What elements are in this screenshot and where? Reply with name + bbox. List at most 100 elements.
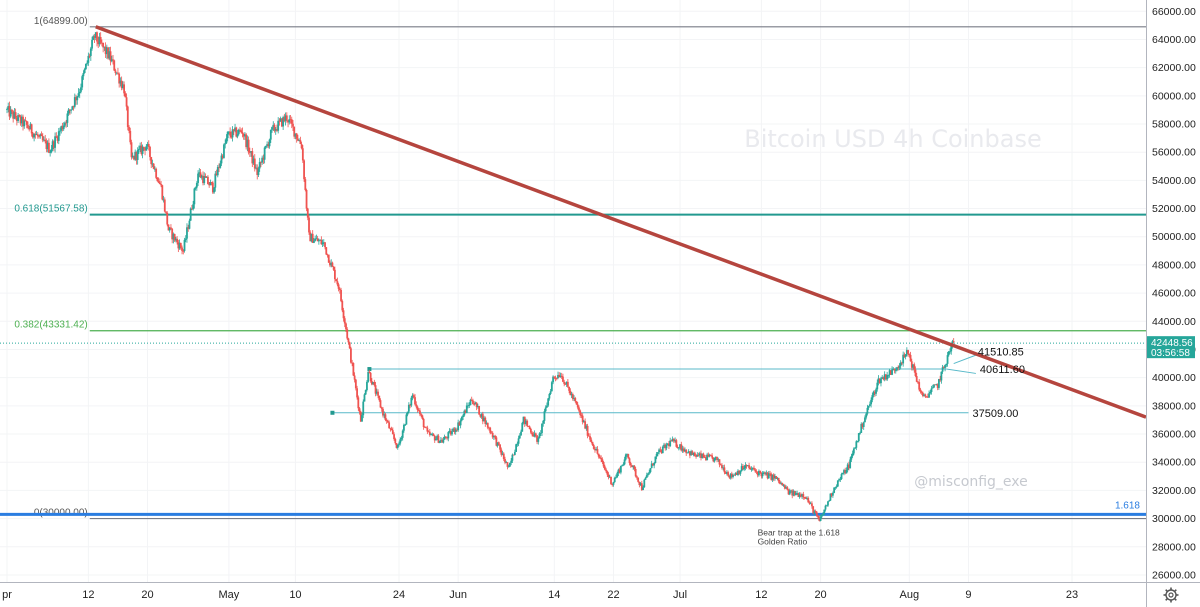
candle-body <box>891 369 893 375</box>
candle-body <box>888 370 891 375</box>
candle-body <box>436 435 439 439</box>
candle-body <box>203 176 206 184</box>
candle-body <box>680 444 683 451</box>
candle-body <box>950 345 953 352</box>
candle-body <box>267 144 270 147</box>
candle-body <box>173 233 176 241</box>
candle-body <box>258 162 261 169</box>
annotation-line-2: Golden Ratio <box>758 536 808 546</box>
candle-body <box>178 243 181 249</box>
price-axis[interactable]: 26000.00 28000.00 30000.00 32000.00 34000.00… <box>1146 0 1196 607</box>
candle-body <box>509 462 511 467</box>
y-tick-label: 38000.00 <box>1152 400 1196 412</box>
candle-body <box>253 158 256 169</box>
candle-body <box>750 468 753 470</box>
candle-body <box>643 479 646 488</box>
candle-body <box>579 410 582 416</box>
candle-body <box>631 465 633 468</box>
candle-body <box>765 472 768 475</box>
candle-body <box>633 465 636 469</box>
candle-body <box>622 464 625 466</box>
candle-body <box>126 106 129 128</box>
candle-body <box>735 472 738 475</box>
candle-body <box>777 477 780 482</box>
candle-body <box>936 384 939 388</box>
candle-body <box>420 414 423 416</box>
candle-body <box>444 436 447 438</box>
candle-body <box>814 511 817 513</box>
candle-body <box>644 477 647 480</box>
candle-body <box>613 477 616 483</box>
candle-body <box>43 139 45 141</box>
gear-icon[interactable] <box>1163 587 1179 603</box>
time-axis[interactable]: pr 12 20 May 10 24 Jun 14 22 Jul 12 20 Aug 9 23 <box>0 582 1200 602</box>
candle-body <box>405 414 408 425</box>
candle-body <box>760 473 763 477</box>
fib-level-label: 1(64899.00) <box>34 16 88 27</box>
candle-body <box>8 106 11 117</box>
candle-body <box>171 228 174 240</box>
candle-body <box>419 410 421 415</box>
candle-body <box>252 158 255 164</box>
candle-body <box>273 124 276 131</box>
candle-body <box>669 440 672 447</box>
candle-body <box>529 428 532 433</box>
candle-body <box>632 465 635 468</box>
candle-body <box>438 440 441 443</box>
candle-body <box>882 377 885 380</box>
candle-body <box>280 118 283 127</box>
candle-body <box>297 138 299 141</box>
candle-body <box>417 409 420 411</box>
candle-body <box>626 454 628 455</box>
candle-body <box>640 483 643 490</box>
candle-body <box>744 464 747 469</box>
candle-body <box>141 146 144 154</box>
candle-body <box>843 470 845 473</box>
candle-body <box>451 431 453 435</box>
candle-body <box>226 131 229 139</box>
candle-body <box>668 443 670 447</box>
candle-body <box>552 376 554 383</box>
candle-body <box>812 506 815 514</box>
candle-body <box>695 456 697 457</box>
candle-body <box>290 119 293 124</box>
candle-body <box>859 432 861 434</box>
candle-body <box>930 388 933 392</box>
candle-body <box>941 367 944 372</box>
candle-body <box>121 84 124 88</box>
candle-body <box>531 432 534 435</box>
candle-body <box>224 143 227 145</box>
candle-body <box>653 462 656 466</box>
candle-body <box>811 503 813 507</box>
candle-body <box>597 453 600 457</box>
candle-body <box>81 76 84 88</box>
candle-body <box>78 91 81 94</box>
candle-body <box>440 439 442 441</box>
y-tick-label: 60000.00 <box>1152 90 1196 102</box>
candle-body <box>315 238 318 240</box>
candle-body <box>791 490 794 496</box>
candle-body <box>56 136 59 141</box>
candle-body <box>586 425 589 436</box>
candle-body <box>850 456 853 460</box>
candle-body <box>92 36 95 40</box>
candle-body <box>348 342 351 349</box>
candle-body <box>133 155 135 160</box>
y-tick-label: 66000.00 <box>1152 6 1196 18</box>
candle-body <box>358 408 361 412</box>
candle-body <box>395 443 398 448</box>
candle-body <box>161 185 164 200</box>
candle-body <box>523 416 526 424</box>
candle-body <box>24 120 27 122</box>
candle-body <box>364 390 367 395</box>
candle-body <box>878 378 881 384</box>
author-credit: @misconfig_exe <box>914 474 1028 490</box>
candle-body <box>770 473 773 480</box>
descending-trendline[interactable] <box>95 25 1147 419</box>
candle-body <box>904 354 907 357</box>
candle-body <box>942 367 945 369</box>
candle-body <box>856 440 859 442</box>
x-tick-label: Jun <box>449 589 467 601</box>
candle-body <box>946 355 949 364</box>
